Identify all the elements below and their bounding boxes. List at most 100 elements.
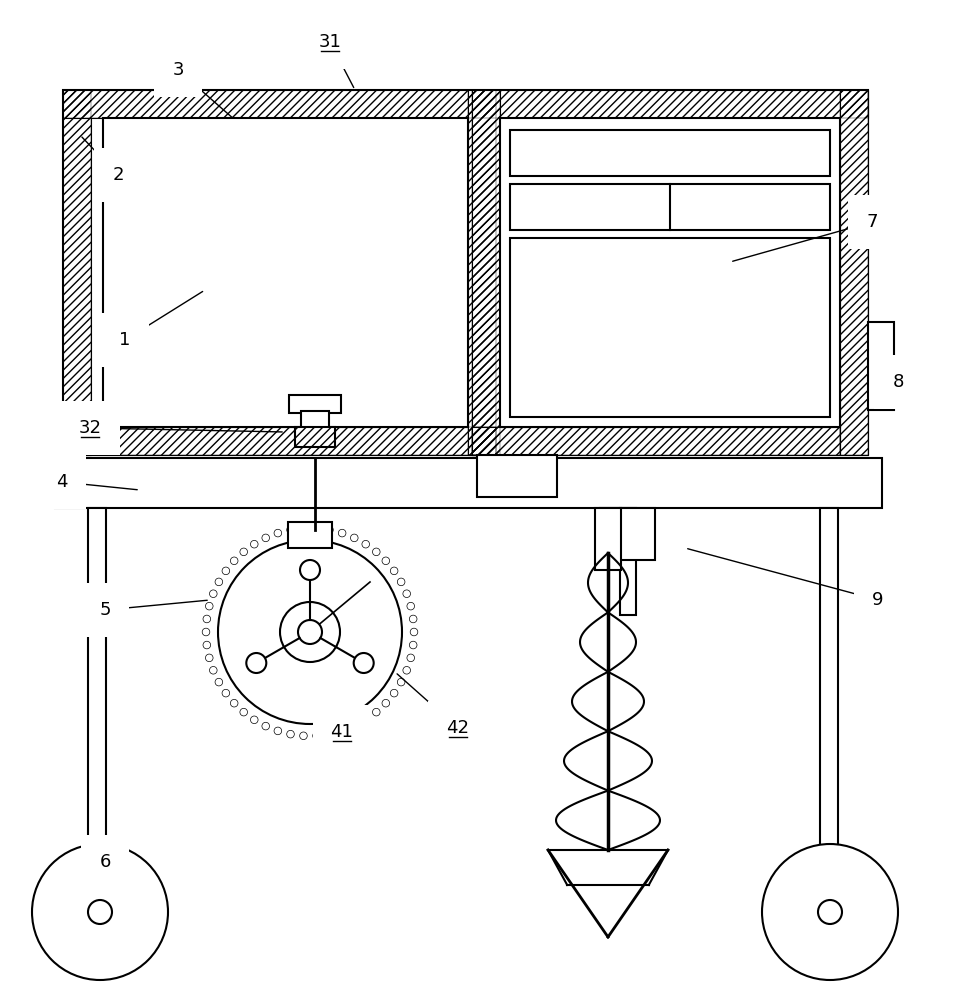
Text: 7: 7 — [865, 213, 877, 231]
Circle shape — [274, 727, 281, 735]
Text: 3: 3 — [172, 61, 183, 79]
Bar — [63, 427, 495, 455]
Circle shape — [222, 567, 230, 575]
Circle shape — [299, 524, 307, 532]
Circle shape — [299, 560, 320, 580]
Circle shape — [250, 716, 258, 724]
Circle shape — [402, 590, 410, 598]
Circle shape — [239, 548, 247, 556]
Circle shape — [372, 548, 380, 556]
Bar — [819, 508, 837, 912]
Circle shape — [361, 716, 369, 724]
Bar — [472, 90, 499, 455]
Bar — [63, 427, 495, 455]
Bar — [472, 427, 839, 455]
Circle shape — [239, 708, 247, 716]
Text: 2: 2 — [112, 166, 124, 184]
Circle shape — [409, 641, 417, 649]
Circle shape — [209, 666, 217, 674]
Circle shape — [326, 730, 333, 738]
Bar — [88, 508, 106, 912]
Circle shape — [410, 628, 418, 636]
Text: 1: 1 — [119, 331, 131, 349]
Circle shape — [215, 678, 223, 686]
Circle shape — [338, 727, 346, 735]
Bar — [103, 118, 467, 427]
Text: 32: 32 — [78, 419, 102, 437]
Bar — [63, 90, 867, 118]
Bar — [619, 508, 636, 615]
Circle shape — [297, 620, 322, 644]
Bar — [288, 522, 331, 548]
Bar — [63, 90, 867, 118]
Text: 42: 42 — [446, 719, 469, 737]
Circle shape — [231, 557, 237, 565]
Bar — [600, 508, 654, 560]
Circle shape — [397, 678, 404, 686]
Bar — [839, 90, 867, 455]
Circle shape — [32, 844, 168, 980]
Circle shape — [354, 653, 373, 673]
Circle shape — [287, 526, 294, 534]
Circle shape — [312, 732, 320, 740]
Bar — [300, 411, 328, 429]
Circle shape — [326, 526, 333, 534]
Circle shape — [372, 708, 380, 716]
Circle shape — [88, 900, 111, 924]
Text: 5: 5 — [99, 601, 110, 619]
Circle shape — [262, 722, 269, 730]
Circle shape — [280, 602, 340, 662]
Text: 8: 8 — [891, 373, 903, 391]
Bar — [510, 184, 829, 230]
Circle shape — [382, 699, 390, 707]
Circle shape — [203, 641, 210, 649]
Bar — [63, 90, 867, 455]
Circle shape — [222, 689, 230, 697]
Circle shape — [390, 689, 397, 697]
Text: 41: 41 — [330, 723, 353, 741]
Circle shape — [231, 699, 237, 707]
Bar — [467, 90, 495, 455]
Circle shape — [274, 529, 281, 537]
Circle shape — [205, 654, 213, 662]
Circle shape — [817, 900, 841, 924]
Circle shape — [382, 557, 390, 565]
Bar — [477, 455, 556, 497]
Text: 9: 9 — [871, 591, 883, 609]
Bar — [467, 90, 495, 455]
Circle shape — [205, 602, 213, 610]
Bar — [55, 458, 881, 508]
Circle shape — [407, 602, 414, 610]
Circle shape — [350, 722, 358, 730]
Bar — [867, 322, 893, 410]
Bar — [289, 395, 341, 413]
Circle shape — [287, 730, 294, 738]
Circle shape — [312, 524, 320, 532]
Bar — [63, 90, 91, 455]
Circle shape — [409, 615, 417, 623]
Circle shape — [407, 654, 414, 662]
Circle shape — [361, 540, 369, 548]
Circle shape — [250, 540, 258, 548]
Bar — [839, 90, 867, 455]
Circle shape — [338, 529, 346, 537]
Circle shape — [262, 534, 269, 542]
Bar — [472, 90, 499, 455]
Bar — [510, 130, 829, 176]
Bar — [594, 508, 620, 570]
Circle shape — [246, 653, 266, 673]
Circle shape — [202, 628, 209, 636]
Circle shape — [350, 534, 358, 542]
Bar — [499, 118, 839, 427]
Text: 6: 6 — [99, 853, 110, 871]
Bar — [472, 427, 839, 455]
Circle shape — [402, 666, 410, 674]
Circle shape — [209, 590, 217, 598]
Circle shape — [299, 732, 307, 740]
Text: 31: 31 — [318, 33, 341, 51]
Bar — [510, 238, 829, 417]
Bar — [295, 427, 334, 447]
Circle shape — [218, 540, 401, 724]
Circle shape — [203, 615, 210, 623]
Circle shape — [215, 578, 223, 586]
